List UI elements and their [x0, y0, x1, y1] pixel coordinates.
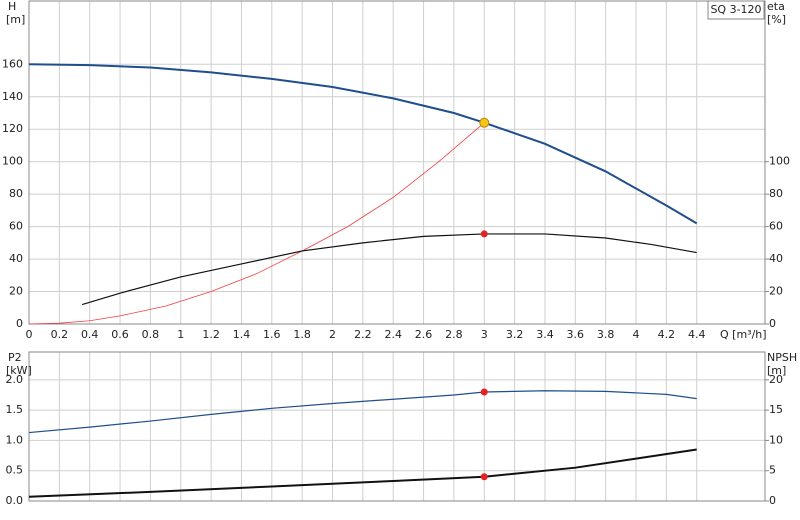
x-tick-label: 2.6 — [415, 328, 433, 341]
label-box — [707, 0, 765, 20]
y-axis-label: H — [8, 0, 16, 13]
y2-tick-label: 15 — [769, 403, 783, 416]
y2-tick-label: 40 — [769, 252, 783, 265]
y2-axis-label: NPSH — [767, 351, 797, 364]
x-tick-label: 2 — [329, 328, 336, 341]
y2-tick-label: 5 — [769, 464, 776, 477]
y2-tick-label: 0 — [769, 317, 776, 330]
duty-point — [480, 388, 488, 396]
y2-axis-unit: [%] — [767, 13, 786, 26]
x-tick-label: 0 — [26, 328, 33, 341]
y2-tick-label: 60 — [769, 220, 783, 233]
y-axis-unit: [m] — [6, 13, 25, 26]
y-tick-label: 60 — [9, 220, 23, 233]
x-tick-label: 2.8 — [445, 328, 463, 341]
x-tick-label: 4.2 — [658, 328, 676, 341]
duty-point — [480, 230, 488, 238]
y2-tick-label: 20 — [769, 373, 783, 386]
x-tick-label: 3.2 — [506, 328, 524, 341]
x-tick-label: 1.2 — [202, 328, 220, 341]
y-tick-label: 20 — [9, 285, 23, 298]
x-tick-label: 1.4 — [233, 328, 251, 341]
y2-tick-label: 10 — [769, 433, 783, 446]
curve — [28, 63, 698, 225]
x-tick-label: 0.6 — [111, 328, 129, 341]
y2-axis-unit: [m] — [767, 364, 786, 377]
x-tick-label: 4 — [633, 328, 640, 341]
y2-tick-label: 20 — [769, 285, 783, 298]
curve — [28, 122, 485, 325]
y-tick-label: 120 — [2, 122, 23, 135]
duty-point — [480, 473, 488, 481]
y-tick-label: 0 — [16, 317, 23, 330]
curve — [28, 448, 697, 498]
y-tick-label: 160 — [2, 57, 23, 70]
x-tick-label: 3 — [481, 328, 488, 341]
x-tick-label: 2.2 — [354, 328, 372, 341]
x-tick-label: 3.8 — [597, 328, 615, 341]
y2-tick-label: 80 — [769, 187, 783, 200]
plot-frame — [28, 351, 766, 502]
y2-tick-label: 100 — [769, 155, 790, 168]
y-tick-label: 1.5 — [6, 403, 24, 416]
curve — [28, 390, 697, 434]
x-tick-label: 0.4 — [81, 328, 99, 341]
y-tick-label: 2.0 — [6, 373, 24, 386]
x-tick-label: 0.8 — [142, 328, 160, 341]
x-tick-label: 0.2 — [51, 328, 69, 341]
x-tick-label: 2.4 — [384, 328, 402, 341]
x-tick-label: 3.6 — [567, 328, 585, 341]
x-tick-label: 1.8 — [293, 328, 311, 341]
y-tick-label: 1.0 — [6, 433, 24, 446]
y-tick-label: 80 — [9, 187, 23, 200]
y-tick-label: 0.5 — [6, 464, 24, 477]
x-tick-label: 1 — [177, 328, 184, 341]
x-tick-label: 3.4 — [536, 328, 554, 341]
pump-label: SQ 3-120 — [710, 3, 761, 16]
y-axis-label: P2 — [8, 351, 22, 364]
x-axis-label: Q [m³/h] — [720, 328, 767, 341]
x-tick-label: 1.6 — [263, 328, 281, 341]
duty-point — [479, 117, 490, 128]
y-axis-unit: [kW] — [6, 364, 32, 377]
y-tick-label: 40 — [9, 252, 23, 265]
curve — [81, 233, 697, 306]
y-tick-label: 0.0 — [6, 494, 24, 507]
y-tick-label: 140 — [2, 90, 23, 103]
plot-frame — [28, 0, 766, 325]
y2-axis-label: eta — [767, 0, 785, 13]
x-tick-label: 4.4 — [688, 328, 706, 341]
y2-tick-label: 0 — [769, 494, 776, 507]
y-tick-label: 100 — [2, 155, 23, 168]
